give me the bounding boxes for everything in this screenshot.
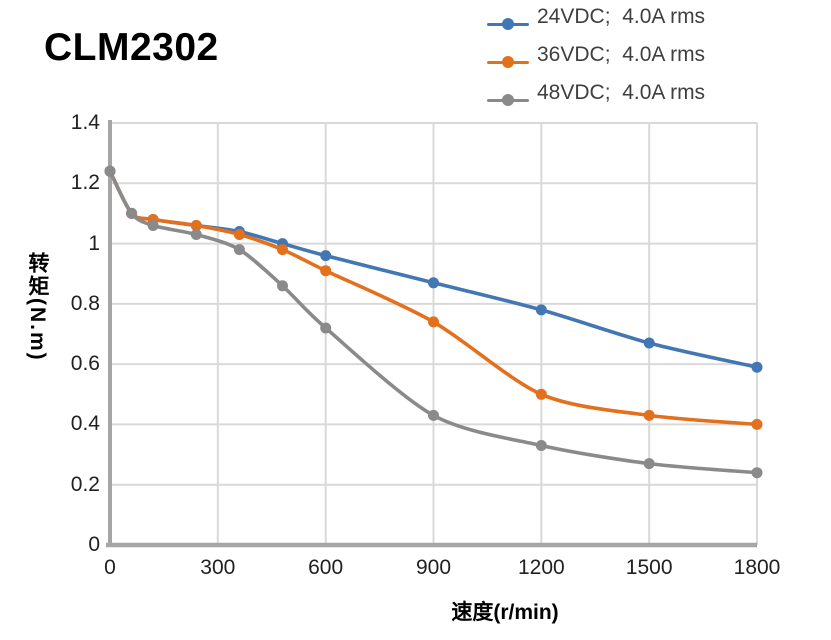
y-tick-label: 1 [88,231,100,255]
legend-label: 24VDC; 4.0A rms [537,5,706,28]
legend-label: 48VDC; 4.0A rms [537,81,706,104]
series-point-2 [428,409,439,421]
series-point-2 [751,467,763,479]
x-tick-label: 1200 [517,556,565,579]
series-point-2 [233,244,245,256]
series-point-0 [320,250,332,262]
series-point-2 [147,220,159,231]
y-tick-label: 0.6 [70,352,100,376]
series-point-2 [535,440,547,451]
legend-item-24vdc: 24VDC; 4.0A rms [487,0,705,34]
series-point-2 [104,165,116,177]
x-tick-label: 1500 [625,556,673,579]
series-point-1 [643,409,655,421]
legend-line-marker-icon [487,93,529,107]
series-point-0 [751,361,763,373]
series-point-2 [190,229,202,240]
series-point-1 [233,229,245,240]
y-tick-label: 1.2 [70,171,100,195]
series-point-2 [277,280,288,292]
x-tick-label: 600 [308,556,344,579]
x-tick-label: 300 [200,556,236,579]
series-point-1 [428,316,439,328]
series-point-2 [643,458,655,470]
chart-title: CLM2302 [44,26,219,69]
series-point-1 [535,388,547,400]
series-point-2 [126,207,138,219]
x-axis-title: 速度(r/min) [451,601,559,624]
chart-legend: 24VDC; 4.0A rms 36VDC; 4.0A rms 48VDC; 4… [487,0,705,114]
series-point-1 [320,265,332,277]
series-point-1 [190,220,202,231]
y-tick-label: 0.2 [70,472,100,496]
y-tick-label: 0 [88,533,100,556]
y-tick-label: 0.4 [70,412,100,436]
y-axis-title: 转矩(N.m) [26,252,49,362]
legend-label: 36VDC; 4.0A rms [537,43,706,66]
legend-item-36vdc: 36VDC; 4.0A rms [487,38,705,72]
series-point-0 [535,304,547,316]
y-tick-label: 1.4 [70,111,100,134]
plot-area [104,120,763,548]
legend-item-48vdc: 48VDC; 4.0A rms [487,76,705,110]
series-point-1 [277,244,288,256]
series-point-1 [751,418,763,430]
x-tick-label: 1800 [733,556,781,579]
series-point-0 [643,337,655,349]
series-point-2 [320,322,332,334]
legend-line-marker-icon [487,55,529,69]
y-tick-label: 0.8 [70,291,100,315]
x-tick-label: 900 [415,556,452,579]
series-point-0 [428,277,439,289]
legend-line-marker-icon [487,17,529,31]
x-tick-label: 0 [104,556,116,579]
